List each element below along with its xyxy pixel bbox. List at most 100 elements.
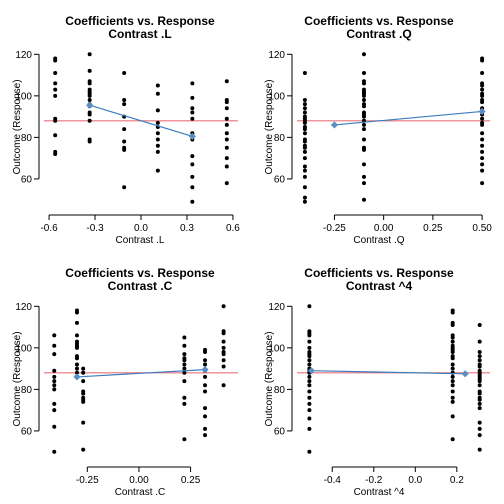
panel-title: Coefficients vs. Response — [65, 266, 215, 280]
data-point — [74, 362, 79, 367]
fit-line — [311, 370, 466, 375]
data-point — [52, 343, 57, 348]
plot-marks: -0.25 0.00 0.25 0.50 60 80 100 120 — [268, 50, 492, 234]
data-point — [307, 333, 312, 338]
data-point — [52, 408, 57, 413]
data-point — [122, 98, 127, 102]
data-point — [450, 379, 455, 384]
data-point — [361, 93, 366, 98]
data-point — [477, 391, 482, 396]
y-tick-label: 100 — [15, 91, 32, 102]
data-point — [480, 137, 485, 142]
data-point — [450, 437, 455, 442]
data-point — [182, 343, 187, 348]
data-point — [203, 350, 208, 354]
data-point — [52, 387, 57, 392]
data-point — [361, 174, 366, 179]
x-tick-label: 0.6 — [226, 223, 240, 234]
data-point — [307, 401, 312, 406]
data-point — [302, 71, 307, 75]
data-point — [302, 145, 307, 150]
data-point — [203, 406, 208, 411]
data-point — [52, 449, 57, 454]
data-point — [302, 174, 307, 179]
data-point — [480, 83, 485, 88]
data-point — [53, 118, 58, 123]
y-tick-label: 120 — [15, 50, 32, 61]
data-point — [52, 424, 57, 429]
data-point — [87, 93, 92, 98]
data-point — [203, 389, 208, 394]
data-point — [361, 197, 366, 202]
panel-subtitle: Contrast ^4 — [346, 279, 413, 293]
data-point — [477, 339, 482, 344]
data-point — [190, 81, 195, 86]
data-point — [52, 352, 57, 357]
data-point — [307, 408, 312, 413]
data-point — [203, 414, 208, 419]
data-point — [477, 397, 482, 402]
data-point — [190, 95, 195, 100]
panel-contrast-4: Coefficients vs. Response Contrast ^4 Co… — [264, 266, 490, 498]
data-point — [224, 131, 229, 136]
data-point — [224, 122, 229, 127]
data-point — [450, 399, 455, 404]
data-point — [477, 420, 482, 425]
data-point — [221, 304, 226, 309]
data-point — [190, 116, 195, 121]
data-point — [480, 143, 485, 148]
data-point — [361, 98, 366, 102]
fit-marker — [330, 121, 339, 129]
fit-marker — [478, 107, 486, 116]
data-point — [53, 87, 58, 92]
y-tick-label: 80 — [274, 133, 286, 144]
panel-title: Coefficients vs. Response — [304, 14, 454, 28]
data-point — [74, 345, 79, 350]
data-point — [155, 131, 160, 136]
data-point — [52, 368, 57, 373]
data-point — [302, 110, 307, 115]
data-point — [155, 83, 160, 88]
data-point — [450, 335, 455, 340]
data-point — [203, 362, 208, 367]
data-point — [302, 199, 307, 204]
data-point — [221, 358, 226, 363]
y-axis-label: Outcome (Response) — [12, 79, 23, 174]
data-point — [307, 339, 312, 344]
data-point — [307, 449, 312, 454]
data-point — [221, 364, 226, 369]
data-point — [361, 114, 366, 119]
panel-contrast-C: Coefficients vs. Response Contrast .C Co… — [12, 266, 238, 498]
data-point — [81, 420, 86, 425]
data-point — [221, 331, 226, 336]
data-point — [182, 335, 187, 340]
data-point — [477, 364, 482, 369]
x-tick-label: -0.6 — [40, 223, 58, 234]
panel-contrast-Q: Coefficients vs. Response Contrast .Q Co… — [264, 14, 492, 246]
data-point — [450, 362, 455, 367]
data-point — [155, 143, 160, 148]
data-point — [361, 137, 366, 142]
x-tick-label: 0.3 — [180, 223, 194, 234]
y-tick-label: 60 — [274, 174, 286, 185]
data-point — [450, 374, 455, 379]
data-point — [450, 310, 455, 315]
fit-marker — [188, 132, 196, 140]
fit-marker — [201, 366, 209, 374]
x-tick-label: 0.25 — [423, 223, 443, 234]
data-point — [361, 71, 366, 75]
x-axis-label: Contrast ^4 — [354, 487, 405, 498]
data-point — [221, 352, 226, 357]
data-point — [221, 345, 226, 350]
data-point — [122, 71, 127, 75]
data-point — [155, 108, 160, 113]
data-point — [74, 366, 79, 371]
data-point — [477, 401, 482, 406]
x-tick-label: 0.00 — [129, 475, 149, 486]
data-point — [74, 320, 79, 325]
data-point — [182, 379, 187, 384]
data-point — [450, 366, 455, 371]
data-point — [302, 139, 307, 144]
x-axis-label: Contrast .Q — [353, 235, 404, 246]
